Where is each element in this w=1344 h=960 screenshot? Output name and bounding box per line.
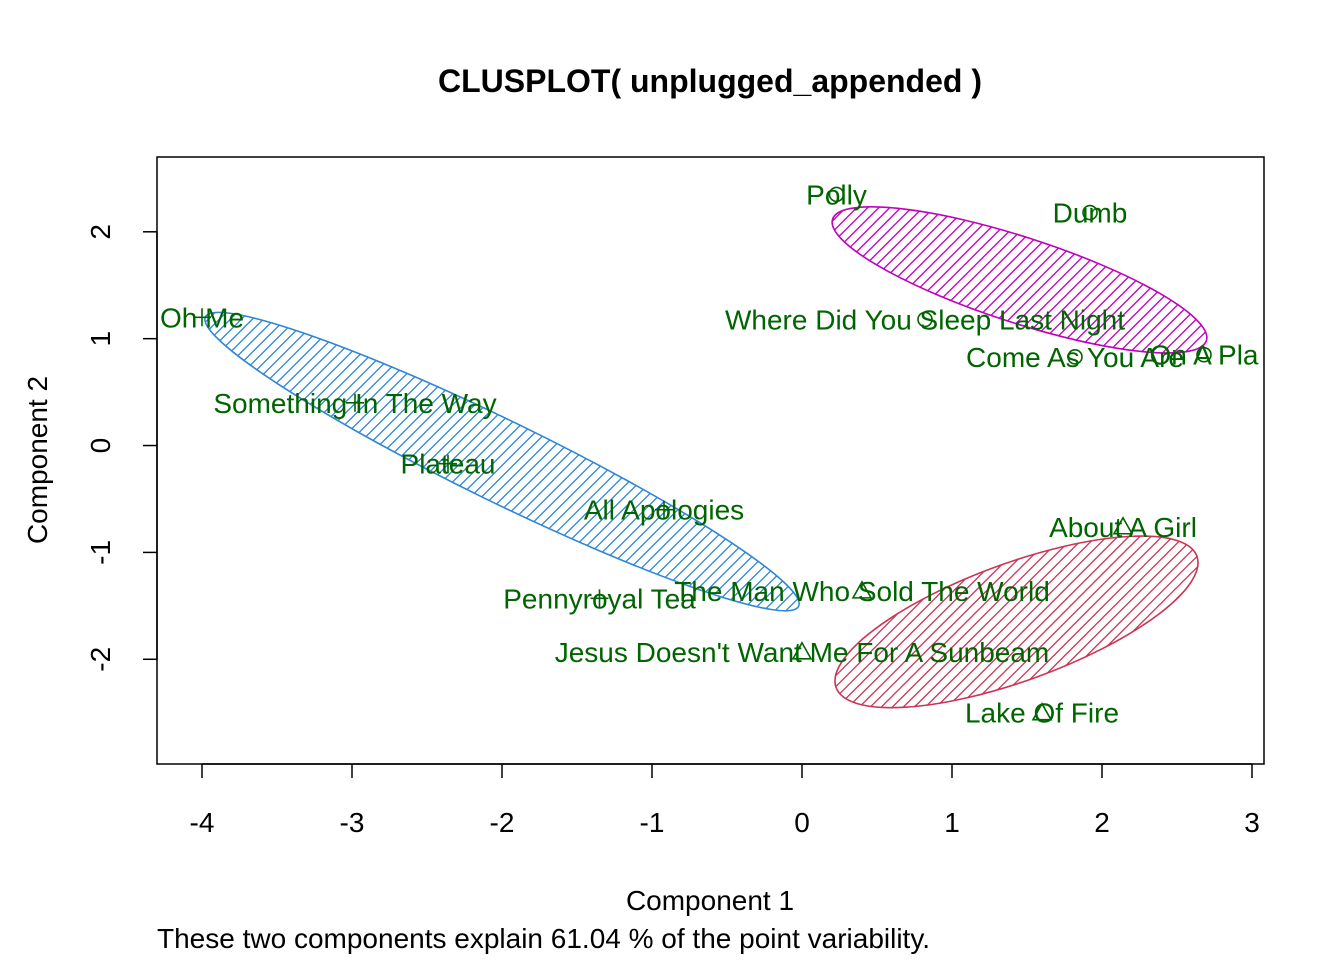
point-circle xyxy=(1082,204,1098,221)
x-tick-label: -4 xyxy=(190,807,215,838)
x-tick-label: -3 xyxy=(340,807,365,838)
point-plus xyxy=(590,589,609,608)
y-tick-label: 2 xyxy=(85,224,116,240)
point-label: Oh Me xyxy=(160,302,244,333)
point-circle xyxy=(917,311,933,328)
triangle-cluster-hatch xyxy=(815,500,1218,743)
point-label: Jesus Doesn't Want Me For A Sunbeam xyxy=(555,637,1050,668)
x-tick-label: 2 xyxy=(1094,807,1110,838)
x-tick-label: 3 xyxy=(1244,807,1260,838)
y-tick-label: 0 xyxy=(85,438,116,454)
point-label: The Man Who Sold The World xyxy=(674,576,1050,607)
x-tick-label: 0 xyxy=(794,807,810,838)
circle-cluster-ellipse xyxy=(831,206,1208,354)
point-labels: Oh Me Something In The Way Plateau All Apol… xyxy=(160,179,1259,728)
plot-frame xyxy=(156,156,1265,765)
plus-cluster-hatch xyxy=(187,280,817,643)
point-triangle xyxy=(1112,516,1134,535)
point-label: Lake Of Fire xyxy=(965,698,1119,729)
point-label: About A Girl xyxy=(1049,512,1197,543)
point-label: Pennyroyal Tea xyxy=(503,583,696,614)
x-axis-label: Component 1 xyxy=(626,885,794,916)
point-label: Dumb xyxy=(1053,198,1128,229)
y-tick-label: 1 xyxy=(85,331,116,347)
point-plus xyxy=(193,308,211,327)
data-points xyxy=(193,186,1212,721)
point-triangle xyxy=(851,580,873,599)
point-label: Something In The Way xyxy=(213,388,496,419)
point-label: Where Did You Sleep Last Night xyxy=(725,304,1125,335)
point-circle xyxy=(828,186,845,203)
y-axis-label: Component 2 xyxy=(22,376,53,544)
y-tick-label: -2 xyxy=(85,647,116,672)
point-label: Plateau xyxy=(401,449,496,480)
x-tick-label: 1 xyxy=(944,807,960,838)
chart-title: CLUSPLOT( unplugged_appended ) xyxy=(438,63,982,99)
point-circle xyxy=(1067,349,1083,365)
circle-cluster-hatch xyxy=(819,178,1220,382)
x-tick-label: -1 xyxy=(640,807,665,838)
point-label: On A Pla xyxy=(1150,340,1259,371)
cluster-ellipses xyxy=(187,178,1220,743)
variability-subtitle: These two components explain 61.04 % of … xyxy=(157,923,930,954)
point-plus xyxy=(346,393,364,412)
x-tick-label: -2 xyxy=(490,807,515,838)
point-triangle xyxy=(791,641,813,660)
point-triangle xyxy=(1031,702,1053,721)
point-plus xyxy=(439,454,457,473)
y-tick-label: -1 xyxy=(85,540,116,565)
point-label: Polly xyxy=(806,179,867,210)
y-axis: -2 -1 0 1 2 xyxy=(85,224,158,672)
point-plus xyxy=(655,500,673,519)
triangle-cluster-ellipse xyxy=(834,535,1199,709)
point-label: Come As You Are xyxy=(966,342,1184,373)
x-axis: -4 -3 -2 -1 0 1 2 3 xyxy=(190,763,1260,838)
point-label: All Apologies xyxy=(584,495,744,526)
point-circle xyxy=(1196,346,1212,363)
